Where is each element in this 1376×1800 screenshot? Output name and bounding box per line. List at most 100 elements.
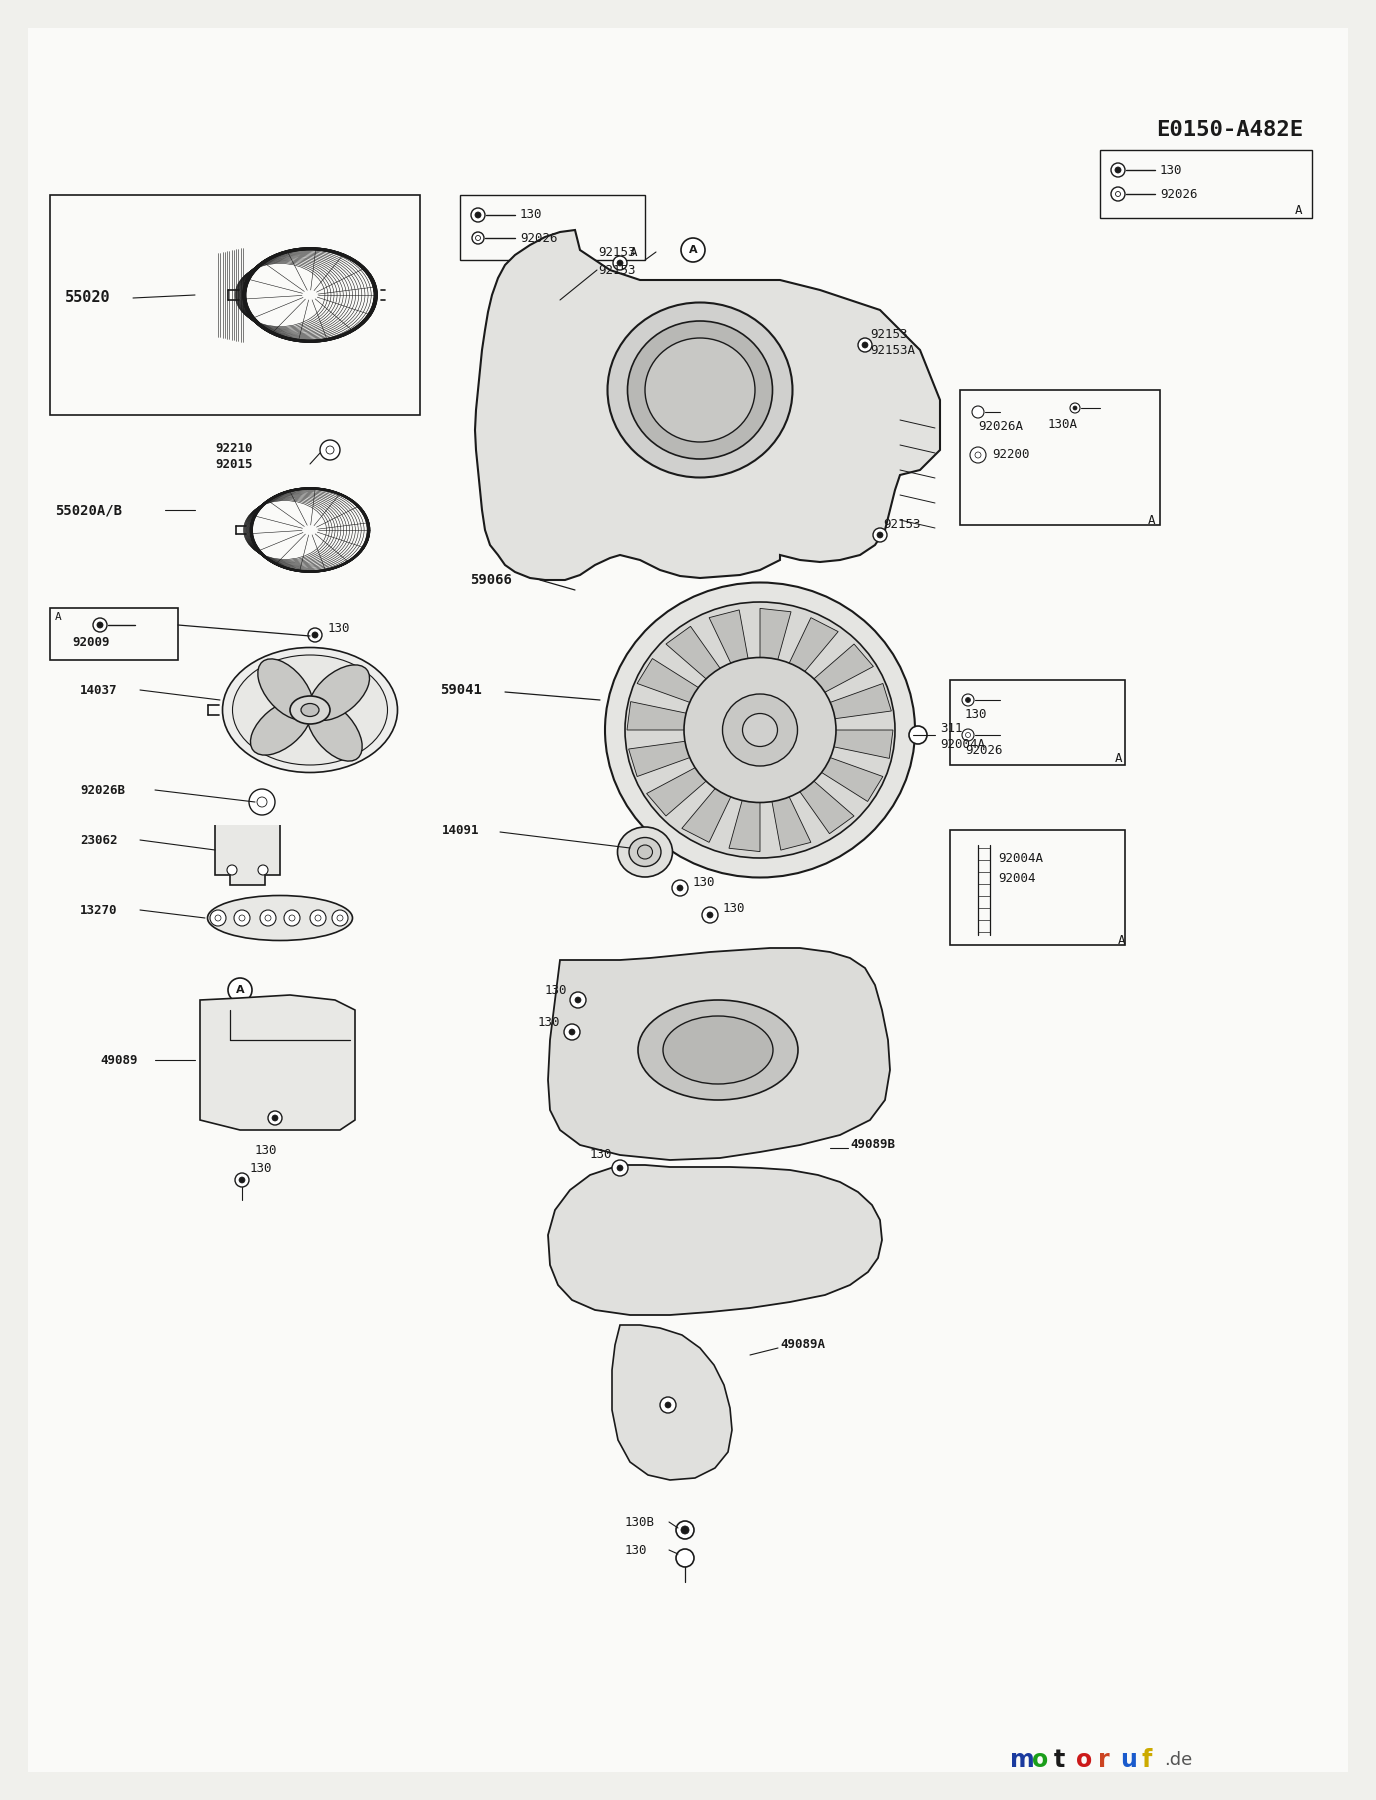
Polygon shape: [832, 731, 893, 758]
Text: 55020: 55020: [65, 290, 110, 306]
Circle shape: [472, 232, 484, 245]
Text: f: f: [1142, 1748, 1152, 1771]
Ellipse shape: [637, 844, 652, 859]
Polygon shape: [215, 824, 279, 886]
Text: u: u: [1120, 1748, 1137, 1771]
Polygon shape: [548, 1165, 882, 1316]
Text: 92153: 92153: [599, 263, 636, 277]
Ellipse shape: [663, 1015, 773, 1084]
Circle shape: [257, 797, 267, 806]
Circle shape: [283, 911, 300, 925]
Polygon shape: [637, 659, 699, 702]
Text: 130: 130: [590, 1148, 612, 1161]
Ellipse shape: [250, 700, 311, 756]
Ellipse shape: [645, 338, 755, 443]
Text: 130: 130: [538, 1015, 560, 1028]
Circle shape: [966, 697, 970, 702]
Polygon shape: [788, 617, 838, 673]
Ellipse shape: [625, 601, 894, 859]
Ellipse shape: [605, 583, 915, 878]
Circle shape: [471, 209, 484, 221]
Circle shape: [239, 1177, 245, 1183]
Text: A: A: [235, 985, 245, 995]
Circle shape: [227, 866, 237, 875]
Circle shape: [612, 256, 627, 270]
Text: 14091: 14091: [442, 824, 479, 837]
Bar: [1099, 149, 1311, 218]
Text: 14037: 14037: [80, 684, 117, 697]
Polygon shape: [820, 758, 883, 801]
Text: r: r: [1098, 1748, 1109, 1771]
Polygon shape: [629, 742, 691, 776]
Circle shape: [976, 452, 981, 457]
Text: A: A: [688, 245, 698, 256]
Text: 92153: 92153: [599, 245, 636, 259]
Circle shape: [249, 788, 275, 815]
Text: 59066: 59066: [471, 572, 512, 587]
Text: 92200: 92200: [992, 448, 1029, 461]
Bar: [50, 608, 178, 661]
Text: 92026B: 92026B: [80, 783, 125, 796]
Text: 92153A: 92153A: [870, 344, 915, 356]
Polygon shape: [813, 644, 874, 693]
Polygon shape: [772, 796, 810, 850]
Bar: [50, 194, 420, 416]
Text: 130: 130: [520, 209, 542, 221]
Circle shape: [575, 997, 581, 1003]
Circle shape: [321, 439, 340, 461]
Polygon shape: [612, 1325, 732, 1480]
Text: 49089B: 49089B: [850, 1139, 894, 1152]
Polygon shape: [799, 781, 854, 833]
Circle shape: [312, 632, 318, 637]
Circle shape: [877, 533, 883, 538]
Circle shape: [962, 695, 974, 706]
Ellipse shape: [208, 896, 352, 940]
Circle shape: [660, 1397, 676, 1413]
Circle shape: [211, 911, 226, 925]
Circle shape: [1110, 187, 1126, 202]
Text: 130B: 130B: [625, 1516, 655, 1528]
Text: 92026: 92026: [1160, 187, 1197, 200]
Circle shape: [612, 1159, 627, 1175]
Ellipse shape: [722, 695, 798, 767]
Circle shape: [677, 886, 682, 891]
Circle shape: [681, 238, 705, 263]
Polygon shape: [548, 949, 890, 1159]
Circle shape: [228, 977, 252, 1003]
Text: t: t: [1054, 1748, 1065, 1771]
Text: 92153: 92153: [870, 328, 908, 342]
Ellipse shape: [301, 704, 319, 716]
Circle shape: [326, 446, 334, 454]
Ellipse shape: [257, 659, 314, 720]
Circle shape: [707, 913, 713, 918]
Polygon shape: [760, 608, 791, 661]
Text: 130: 130: [722, 902, 746, 914]
Bar: [460, 194, 645, 259]
Text: 92026: 92026: [965, 743, 1003, 756]
Circle shape: [1115, 167, 1121, 173]
Text: E0150-A482E: E0150-A482E: [1156, 121, 1303, 140]
Circle shape: [676, 1550, 694, 1568]
Text: 55020A/B: 55020A/B: [55, 502, 122, 517]
Circle shape: [564, 1024, 581, 1040]
Circle shape: [570, 992, 586, 1008]
Bar: [949, 680, 1126, 765]
Polygon shape: [729, 799, 760, 851]
Text: o: o: [1032, 1748, 1049, 1771]
Circle shape: [671, 880, 688, 896]
Ellipse shape: [308, 664, 370, 720]
Ellipse shape: [233, 655, 388, 765]
Circle shape: [859, 338, 872, 353]
Text: 13270: 13270: [80, 904, 117, 916]
Text: 59041: 59041: [440, 682, 482, 697]
Circle shape: [308, 628, 322, 643]
Text: 92026A: 92026A: [978, 421, 1022, 434]
Ellipse shape: [618, 826, 673, 877]
Circle shape: [966, 733, 970, 738]
Ellipse shape: [307, 700, 362, 761]
Text: 130: 130: [250, 1161, 272, 1175]
Circle shape: [289, 914, 294, 922]
Polygon shape: [647, 767, 707, 815]
Polygon shape: [709, 610, 749, 664]
Circle shape: [872, 527, 888, 542]
